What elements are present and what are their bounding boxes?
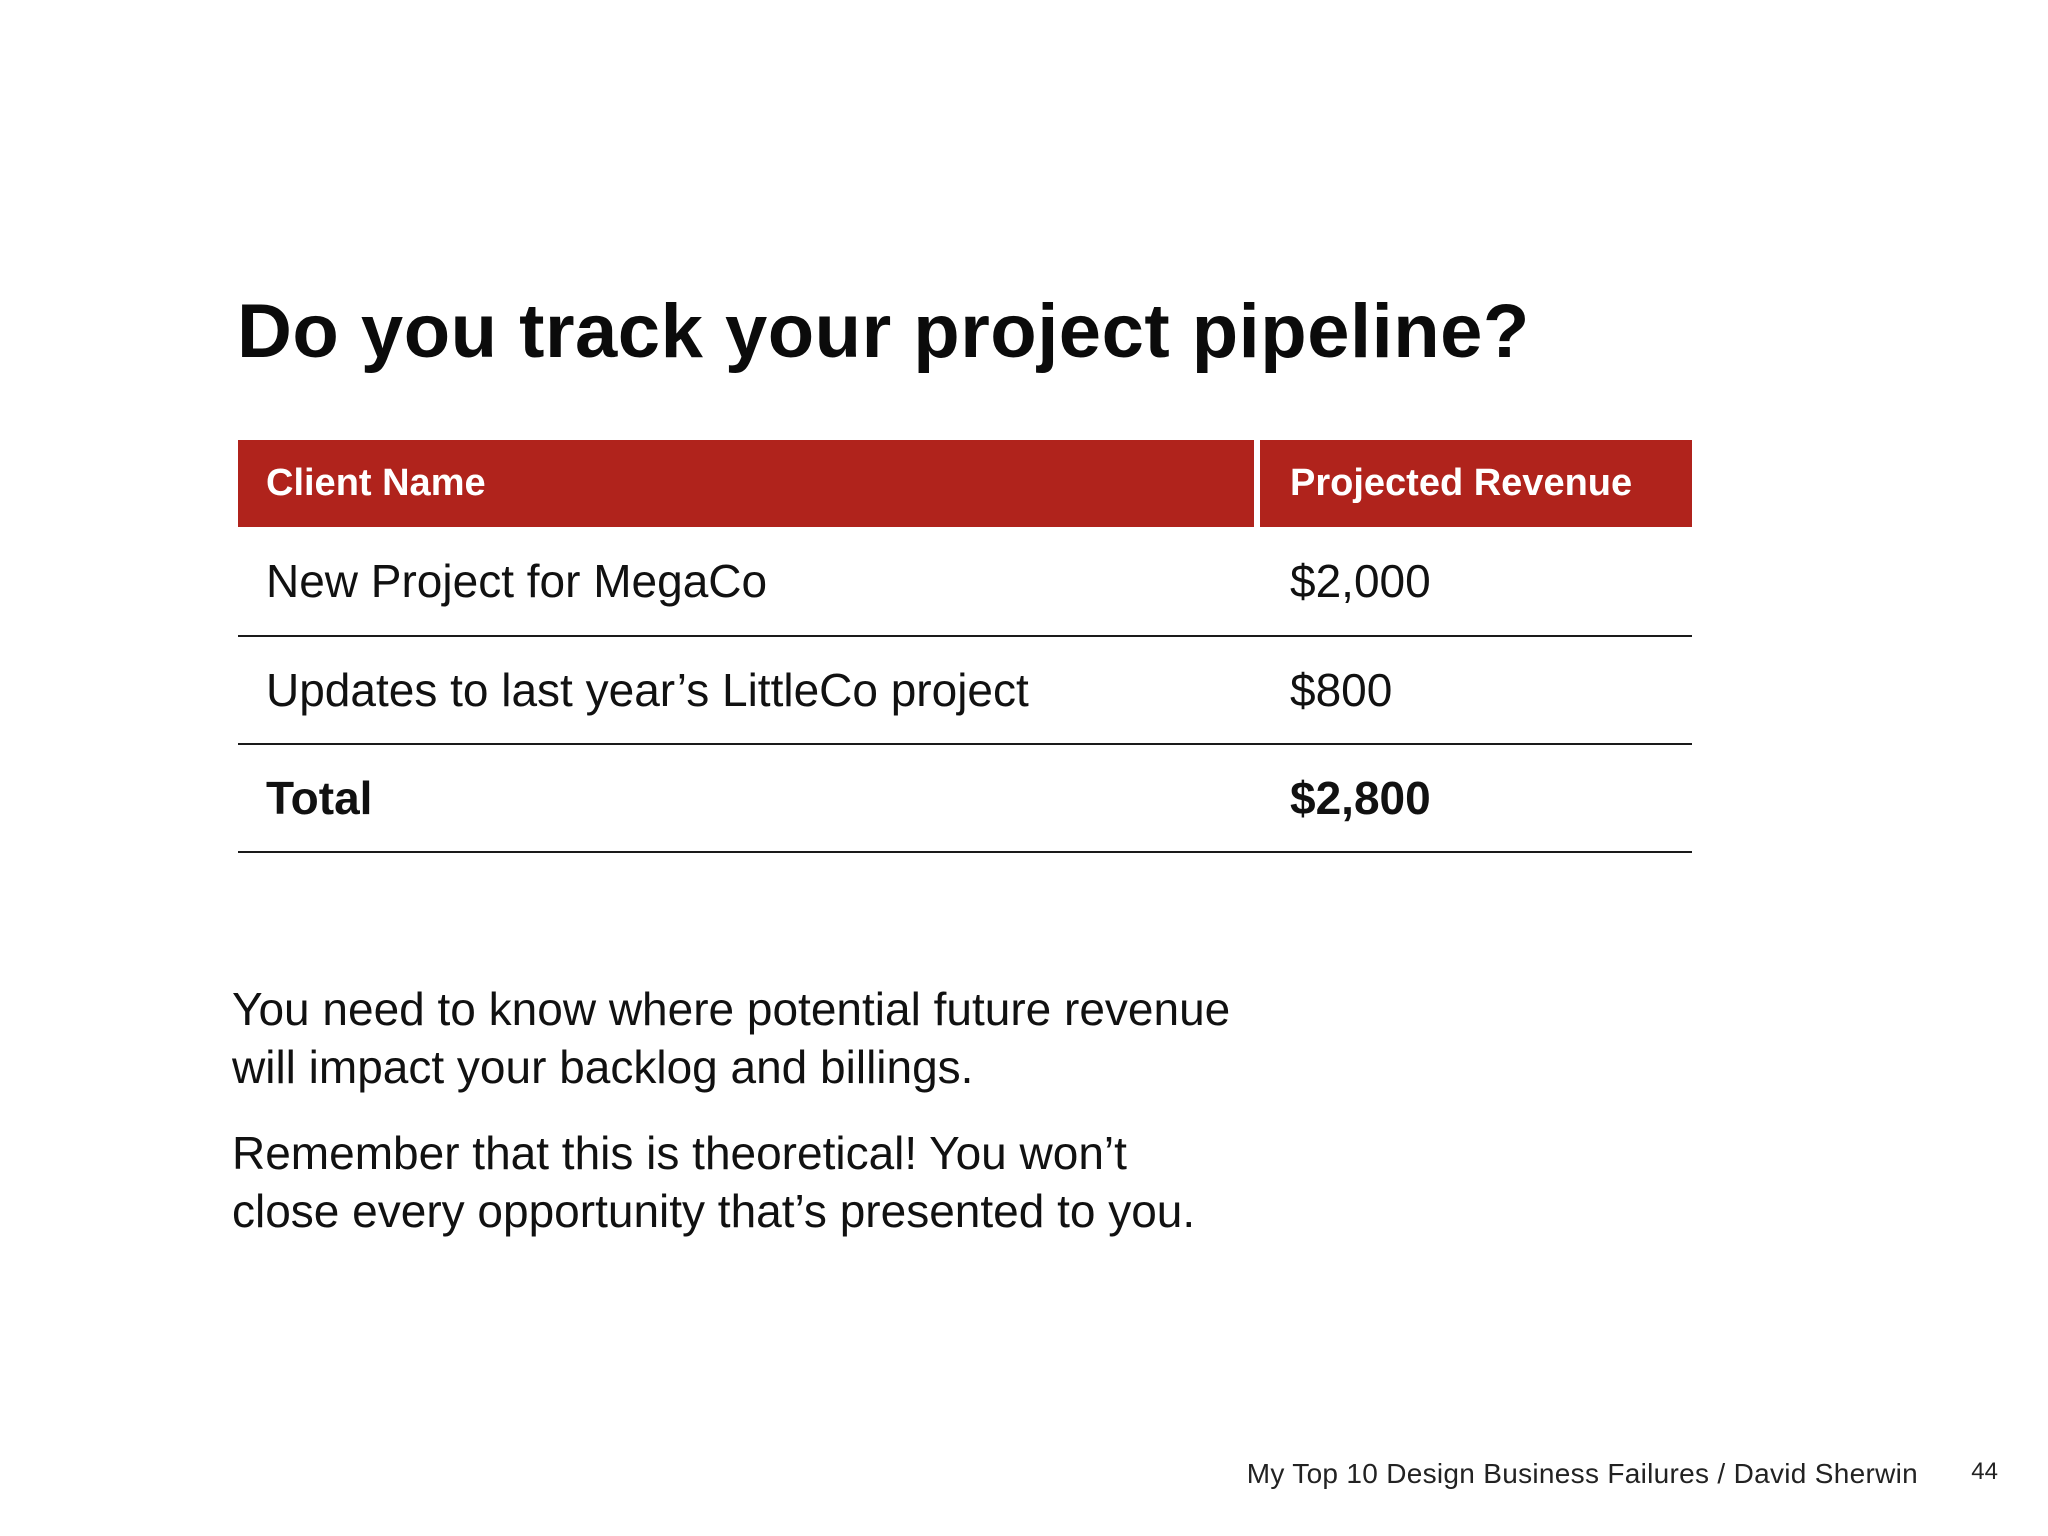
footer-caption: My Top 10 Design Business Failures / Dav… [1246, 1458, 1918, 1489]
pipeline-table: Client Name Projected Revenue New Projec… [238, 440, 1692, 853]
header-client-name: Client Name [238, 440, 1254, 527]
total-revenue: $2,800 [1290, 772, 1431, 824]
paragraph-line: You need to know where potential future … [232, 983, 1231, 1035]
slide-title: Do you track your project pipeline? [237, 289, 1530, 374]
total-row: Total $2,800 [238, 745, 1692, 853]
table-row: Updates to last year’s LittleCo project … [238, 637, 1692, 745]
page-number: 44 [1971, 1458, 1998, 1485]
header-projected-revenue: Projected Revenue [1260, 440, 1692, 527]
client-name-cell: Updates to last year’s LittleCo project [266, 664, 1029, 716]
paragraph-revenue-impact: You need to know where potential future … [232, 980, 1532, 1096]
table-header-row: Client Name Projected Revenue [238, 440, 1692, 527]
table-row: New Project for MegaCo $2,000 [238, 527, 1692, 637]
body-text: You need to know where potential future … [232, 980, 1532, 1268]
paragraph-theoretical-note: Remember that this is theoretical! You w… [232, 1124, 1532, 1240]
paragraph-line: close every opportunity that’s presented… [232, 1185, 1196, 1237]
revenue-cell: $2,000 [1290, 555, 1431, 607]
total-label: Total [266, 772, 373, 824]
client-name-cell: New Project for MegaCo [266, 555, 768, 607]
paragraph-line: Remember that this is theoretical! You w… [232, 1127, 1127, 1179]
paragraph-line: will impact your backlog and billings. [232, 1041, 974, 1093]
revenue-cell: $800 [1290, 664, 1393, 716]
footer: My Top 10 Design Business Failures / Dav… [0, 1458, 2048, 1498]
